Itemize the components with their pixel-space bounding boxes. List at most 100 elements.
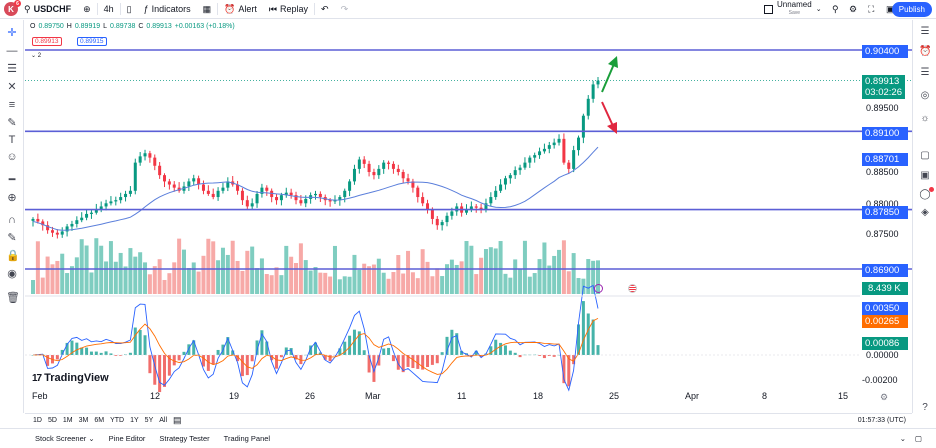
time-axis-settings-icon[interactable]: ⚙ <box>880 392 889 402</box>
replay-button[interactable]: ⏮ Replay <box>263 0 314 19</box>
chart-type-button[interactable]: ▯ <box>121 0 138 19</box>
trash-icon[interactable]: 🗑 <box>6 292 20 304</box>
macd-hist-bar <box>567 355 571 387</box>
macd-tick: -0.00200 <box>862 375 898 385</box>
volume-bar <box>420 249 425 294</box>
tab-pine-editor[interactable]: Pine Editor <box>108 434 146 443</box>
crosshair-icon[interactable]: ✛ <box>7 27 17 39</box>
tf-3m[interactable]: 3M <box>78 417 89 424</box>
macd-hist-bar <box>109 353 113 355</box>
fullscreen-button[interactable]: ⛶ <box>862 0 880 19</box>
layout-button[interactable]: Unnamed Save ⌄ <box>758 0 828 19</box>
chevron-down-icon: ⌄ <box>815 6 822 13</box>
maximize-panel-icon[interactable]: ▢ <box>914 434 922 443</box>
redo-button[interactable]: ↷ <box>335 0 355 19</box>
quick-search-button[interactable]: ⚲ <box>826 0 845 19</box>
price-chart[interactable] <box>25 20 912 413</box>
magnet-icon[interactable]: ∩ <box>8 214 16 226</box>
volume-bar <box>401 273 406 294</box>
symbol-search[interactable]: ⚲ USDCHF <box>18 0 77 19</box>
candle-body <box>596 80 600 85</box>
volume-bar <box>576 278 581 294</box>
lock-draw-icon[interactable]: ✎ <box>7 232 17 244</box>
macd-hist-bar <box>279 355 283 358</box>
layers-icon[interactable]: ☰ <box>920 67 930 78</box>
macd-hist-bar <box>499 342 503 355</box>
tab-trading-panel[interactable]: Trading Panel <box>223 434 271 443</box>
volume-bar <box>347 276 352 294</box>
text-icon[interactable]: T <box>8 134 16 146</box>
tab-strategy-tester[interactable]: Strategy Tester <box>159 434 210 443</box>
indicators-button[interactable]: ƒ Indicators <box>138 0 197 19</box>
notifications-icon[interactable]: ◯ <box>919 187 934 201</box>
candle-body <box>75 220 79 224</box>
buy-button[interactable]: 0.89915 <box>77 37 107 46</box>
candle-body <box>382 162 386 169</box>
alert-button[interactable]: ⏰ Alert <box>218 0 263 19</box>
candle-body <box>314 193 317 196</box>
calendar-icon[interactable]: ▣ <box>920 170 930 181</box>
undo-icon: ↶ <box>321 3 329 14</box>
candle-body <box>104 203 108 207</box>
candle-body <box>406 178 410 182</box>
volume-bar <box>45 256 50 294</box>
macd-hist-bar <box>94 351 98 355</box>
snapshot-button[interactable]: ▣ <box>880 0 901 19</box>
tf-1y[interactable]: 1Y <box>130 417 139 424</box>
ruler-icon[interactable]: ━ <box>8 174 16 186</box>
macd-hist-bar <box>547 355 551 356</box>
hotlist-icon[interactable]: ◎ <box>920 90 930 101</box>
candle-body <box>581 115 585 138</box>
ideas-icon[interactable]: ☼ <box>920 113 930 124</box>
volume-bar <box>157 259 162 294</box>
macd-hist-bar <box>138 330 142 355</box>
volume-bar <box>152 266 157 294</box>
collapse-panel-icon[interactable]: ⌄ <box>899 434 906 443</box>
candle-body <box>538 151 542 156</box>
tf-1m[interactable]: 1M <box>62 417 73 424</box>
tf-ytd[interactable]: YTD <box>110 417 125 424</box>
trend-line-icon[interactable]: — <box>6 45 18 57</box>
macd-hist-bar <box>172 355 176 366</box>
macd-hist-bar <box>445 336 449 355</box>
tf-5d[interactable]: 5D <box>47 417 57 424</box>
tf-5y[interactable]: 5Y <box>144 417 154 424</box>
templates-button[interactable]: ▦ <box>197 0 218 19</box>
emoji-icon[interactable]: ☺ <box>6 151 18 163</box>
publish-button[interactable]: Publish <box>891 2 932 17</box>
zoom-icon[interactable]: ⊕ <box>7 192 17 204</box>
sell-button[interactable]: 0.89913 <box>32 37 62 46</box>
clock-display[interactable]: 01:57:33 (UTC) <box>857 417 906 424</box>
tab-stock-screener[interactable]: Stock Screener ⌄ <box>35 434 95 443</box>
help-icon[interactable]: ? <box>922 402 928 413</box>
macd-hist-bar <box>503 345 507 355</box>
chat-icon[interactable]: ▢ <box>920 150 930 161</box>
forecast-icon[interactable]: ≡ <box>8 99 16 111</box>
macd-hist-bar <box>89 351 93 355</box>
level-tag-87850: 0.87850 <box>862 206 908 219</box>
collapse-legend[interactable]: ⌄ 2 <box>31 52 41 59</box>
tf-all[interactable]: All <box>159 417 168 424</box>
goto-realtime-icon[interactable] <box>594 284 603 293</box>
pattern-icon[interactable]: ✕ <box>7 81 17 93</box>
candle-body <box>99 206 103 210</box>
lock-icon[interactable]: 🔒 <box>6 250 20 262</box>
alerts-icon[interactable]: ⏰ <box>919 46 932 57</box>
goto-date-icon[interactable]: ▤ <box>173 415 182 425</box>
eye-icon[interactable]: ◉ <box>7 268 17 280</box>
settings-button[interactable]: ⚙ <box>843 0 863 19</box>
fib-icon[interactable]: ☰ <box>7 63 17 75</box>
tf-6m[interactable]: 6M <box>94 417 105 424</box>
watchlist-icon[interactable]: ☰ <box>920 26 930 37</box>
timeframe-bar: 1D 5D 1M 3M 6M YTD 1Y 5Y All ▤ 01:57:33 … <box>25 413 912 427</box>
macd-hist-bar <box>143 335 147 355</box>
interval-button[interactable]: 4h <box>103 4 114 14</box>
undo-button[interactable]: ↶ <box>315 0 335 19</box>
compare-button[interactable]: ⊕ <box>77 0 97 19</box>
brush-icon[interactable]: ✎ <box>7 117 17 129</box>
tf-1d[interactable]: 1D <box>33 417 42 424</box>
streams-icon[interactable]: ◈ <box>921 207 929 218</box>
volume-bar <box>376 258 381 294</box>
volume-bar <box>279 275 284 294</box>
